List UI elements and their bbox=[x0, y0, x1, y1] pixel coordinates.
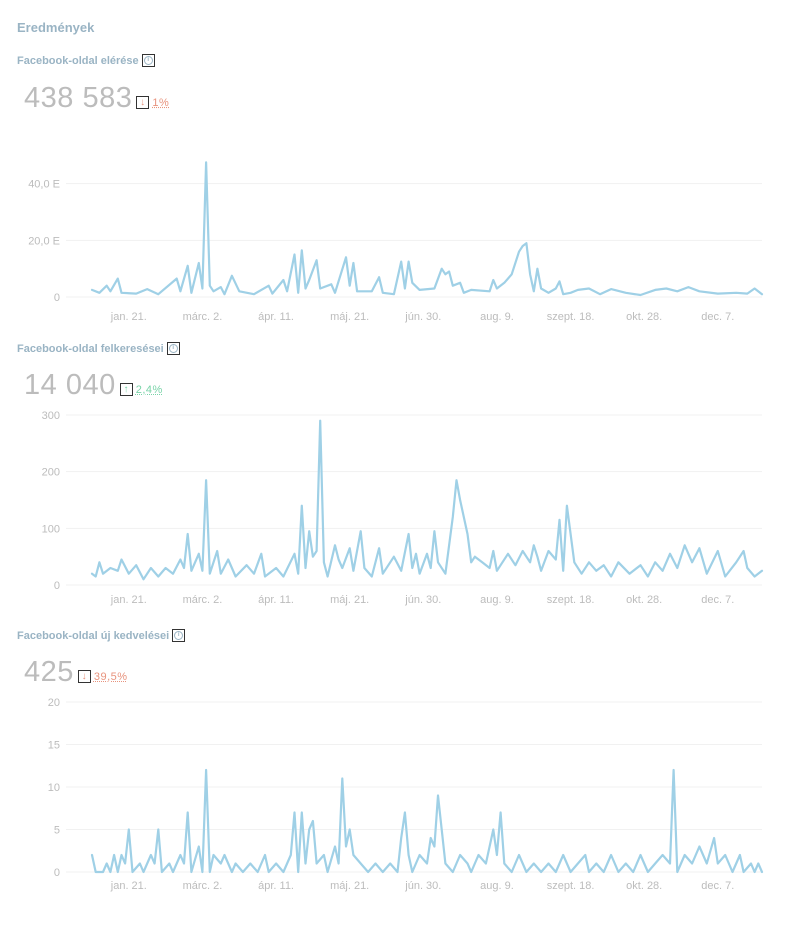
y-tick-label: 200 bbox=[42, 467, 60, 479]
y-tick-label: 300 bbox=[42, 410, 60, 422]
x-tick-label: ápr. 11. bbox=[258, 880, 294, 892]
series-line bbox=[90, 161, 764, 297]
x-tick-label: dec. 7. bbox=[701, 594, 734, 606]
visits-trend-pct[interactable]: 2,4% bbox=[135, 383, 163, 396]
x-tick-label: máj. 21. bbox=[330, 880, 369, 892]
reach-trend: ↓ 1% bbox=[136, 96, 169, 109]
y-tick-label: 10 bbox=[48, 782, 60, 794]
x-tick-label: máj. 21. bbox=[330, 594, 369, 606]
visits-trend: ↑ 2,4% bbox=[119, 383, 163, 396]
reach-trend-pct[interactable]: 1% bbox=[152, 96, 170, 109]
y-tick-label: 0 bbox=[54, 580, 60, 592]
visits-total-value: 14 040 bbox=[24, 369, 116, 401]
visits-title-label: Facebook-oldal felkeresései bbox=[17, 342, 164, 355]
info-icon[interactable]: i bbox=[166, 342, 180, 355]
y-tick-label: 0 bbox=[54, 867, 60, 879]
info-icon[interactable]: i bbox=[141, 54, 155, 67]
arrow-down-icon: ↓ bbox=[77, 670, 91, 683]
x-tick-label: dec. 7. bbox=[701, 311, 734, 323]
x-tick-label: jan. 21. bbox=[110, 311, 147, 323]
y-tick-label: 0 bbox=[54, 292, 60, 304]
reach-title: Facebook-oldal elérése i bbox=[17, 54, 155, 67]
likes-title-label: Facebook-oldal új kedvelései bbox=[17, 629, 170, 642]
x-tick-label: ápr. 11. bbox=[258, 594, 294, 606]
likes-total: 425 ↓ 39,5% bbox=[24, 656, 128, 689]
reach-title-label: Facebook-oldal elérése bbox=[17, 54, 139, 67]
likes-trend-pct[interactable]: 39,5% bbox=[93, 670, 128, 683]
reach-total-value: 438 583 bbox=[24, 82, 133, 114]
x-tick-label: szept. 18. bbox=[547, 311, 595, 323]
series-line bbox=[90, 768, 764, 874]
arrow-down-icon: ↓ bbox=[136, 96, 150, 109]
x-tick-label: szept. 18. bbox=[547, 880, 595, 892]
y-tick-label: 40,0 E bbox=[28, 179, 60, 191]
visits-title: Facebook-oldal felkeresései i bbox=[17, 342, 180, 355]
x-tick-label: márc. 2. bbox=[183, 311, 223, 323]
y-tick-label: 20,0 E bbox=[28, 235, 60, 247]
x-tick-label: ápr. 11. bbox=[258, 311, 294, 323]
x-tick-label: aug. 9. bbox=[480, 880, 514, 892]
x-tick-label: okt. 28. bbox=[626, 594, 662, 606]
x-tick-label: jan. 21. bbox=[110, 880, 147, 892]
x-tick-label: jan. 21. bbox=[110, 594, 147, 606]
x-tick-label: márc. 2. bbox=[183, 880, 223, 892]
series-line bbox=[90, 419, 764, 581]
likes-title: Facebook-oldal új kedvelései i bbox=[17, 629, 186, 642]
x-tick-label: dec. 7. bbox=[701, 880, 734, 892]
reach-chart: 0 20,0 E 40,0 E jan. 21. márc. 2. ápr. 11. máj… bbox=[28, 161, 764, 323]
x-tick-label: márc. 2. bbox=[183, 594, 223, 606]
x-tick-label: aug. 9. bbox=[480, 594, 514, 606]
visits-chart: 0 100 200 300 jan. 21. márc. 2. ápr. 11. máj. 2… bbox=[42, 410, 764, 606]
info-icon[interactable]: i bbox=[172, 629, 186, 642]
x-tick-label: okt. 28. bbox=[626, 311, 662, 323]
x-tick-label: szept. 18. bbox=[547, 594, 595, 606]
y-tick-label: 5 bbox=[54, 825, 60, 837]
reach-total: 438 583 ↓ 1% bbox=[24, 82, 169, 115]
likes-chart: 0 5 10 15 20 jan. 21. márc. 2. ápr. 11. máj. 21.… bbox=[48, 697, 764, 892]
y-tick-label: 15 bbox=[48, 740, 60, 752]
y-tick-label: 20 bbox=[48, 697, 60, 709]
x-tick-label: jún. 30. bbox=[404, 311, 441, 323]
x-tick-label: aug. 9. bbox=[480, 311, 514, 323]
x-tick-label: máj. 21. bbox=[330, 311, 369, 323]
x-tick-label: jún. 30. bbox=[404, 880, 441, 892]
page-title: Eredmények bbox=[17, 20, 95, 35]
y-tick-label: 100 bbox=[42, 523, 60, 535]
likes-total-value: 425 bbox=[24, 656, 74, 688]
x-tick-label: okt. 28. bbox=[626, 880, 662, 892]
visits-total: 14 040 ↑ 2,4% bbox=[24, 369, 163, 402]
arrow-up-icon: ↑ bbox=[119, 383, 133, 396]
x-tick-label: jún. 30. bbox=[404, 594, 441, 606]
likes-trend: ↓ 39,5% bbox=[77, 670, 128, 683]
